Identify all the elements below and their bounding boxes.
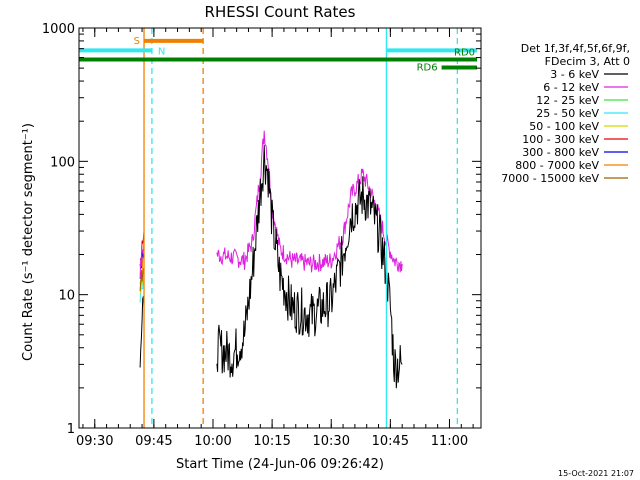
x-tick-label-2: 09:45 (135, 434, 172, 449)
legend-header-line-2: FDecim 3, Att 0 (545, 55, 630, 68)
y-tick-label-2: 10 (58, 289, 75, 304)
legend-label-7: 300 - 800 keV (522, 146, 599, 159)
legend-label-5: 50 - 100 keV (529, 120, 599, 133)
flag-label-2: N (158, 46, 165, 57)
legend-header-line-1: Det 1f,3f,4f,5f,6f,9f, (521, 42, 630, 55)
x-tick-label-1: 09:30 (76, 434, 113, 449)
y-axis-label: Count Rate (s⁻¹ detector segment⁻¹) (21, 123, 36, 361)
x-tick-label-4: 10:15 (253, 434, 290, 449)
series-line-2-segment-2 (216, 130, 403, 273)
x-tick-label-3: 10:00 (194, 434, 231, 449)
legend-label-1: 3 - 6 keV (550, 68, 599, 81)
ticks-layer: 09:30 09:45 10:00 10:15 10:30 10:45 11:00 1 10 10… (42, 22, 481, 449)
series-layer (140, 130, 403, 389)
annotation-layer: S N RD0 RD6 (79, 28, 478, 428)
flag-label-4: RD0 (454, 48, 475, 59)
legend-label-9: 7000 - 15000 keV (501, 172, 599, 185)
series-line-1-segment-2 (216, 144, 403, 389)
legend: Det 1f,3f,4f,5f,6f,9f, FDecim 3, Att 0 3… (501, 42, 630, 185)
x-tick-label-5: 10:30 (313, 434, 350, 449)
y-tick-label-3: 100 (50, 155, 75, 170)
flag-label-1: S (134, 36, 140, 47)
flag-label-5: RD6 (417, 63, 438, 74)
y-tick-label-4: 1000 (42, 22, 75, 37)
x-tick-label-6: 10:45 (372, 434, 409, 449)
legend-label-2: 6 - 12 keV (543, 81, 599, 94)
x-axis-label: Start Time (24-Jun-06 09:26:42) (176, 457, 384, 472)
legend-label-6: 100 - 300 keV (522, 133, 599, 146)
timestamp-footer: 15-Oct-2021 21:07 (558, 469, 634, 478)
legend-label-4: 25 - 50 keV (536, 107, 599, 120)
x-tick-label-7: 11:00 (431, 434, 468, 449)
y-tick-label-1: 1 (67, 422, 75, 437)
chart-title: RHESSI Count Rates (205, 3, 356, 21)
legend-label-8: 800 - 7000 keV (515, 159, 599, 172)
plot-frame (78, 27, 482, 429)
legend-label-3: 12 - 25 keV (536, 94, 599, 107)
